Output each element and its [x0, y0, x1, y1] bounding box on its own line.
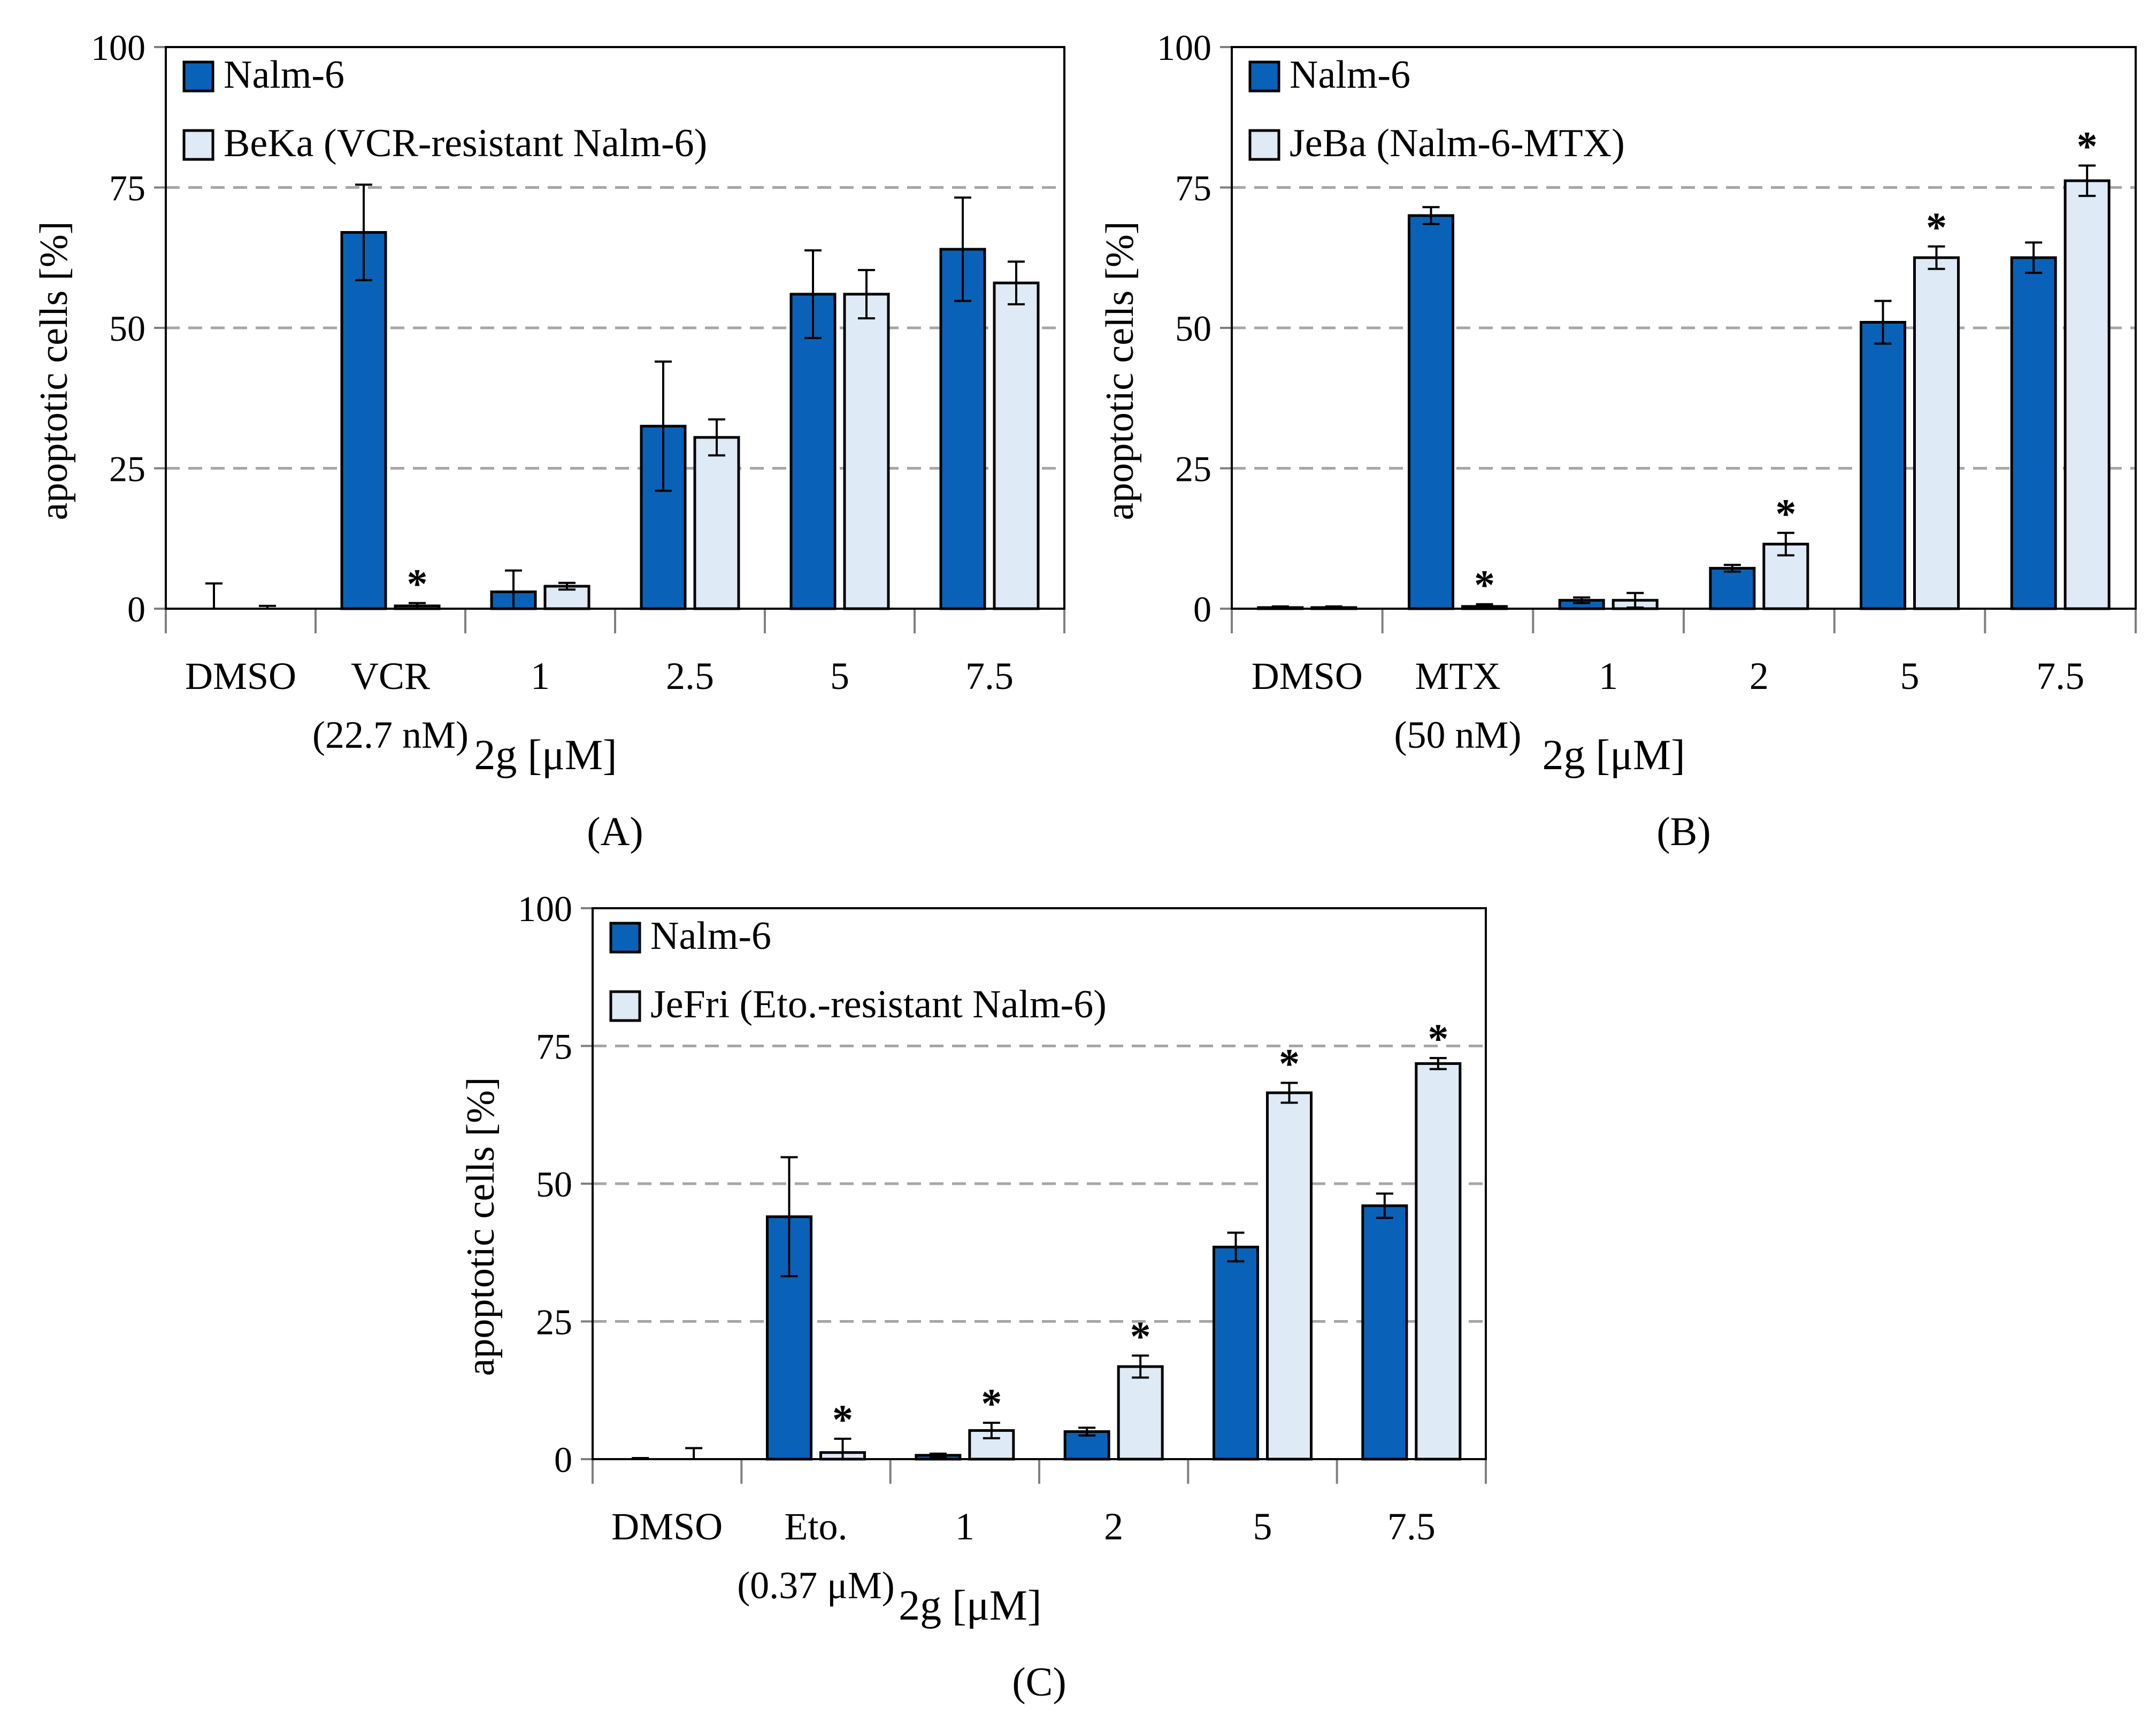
legend-swatch-resistant	[609, 990, 641, 1022]
x-category-label: 1	[531, 655, 550, 697]
y-tick-label: 75	[109, 168, 145, 209]
bar-resistant	[2063, 179, 2111, 610]
bar-nalm6	[939, 248, 986, 610]
y-tick-label: 75	[1175, 168, 1211, 209]
bar-nalm6	[1213, 1245, 1259, 1461]
y-tick-label: 100	[518, 888, 572, 929]
x-category-label: 7.5	[2036, 655, 2084, 697]
legend-label: Nalm-6	[1290, 53, 1410, 97]
legend-swatch-resistant	[182, 129, 214, 161]
x-category-label: 2	[1750, 655, 1769, 697]
y-tick-label: 0	[1193, 589, 1211, 630]
x-category-label: 2	[1104, 1505, 1123, 1548]
bar-nalm6	[340, 231, 387, 610]
bar-resistant	[693, 436, 740, 610]
legend-label: Nalm-6	[224, 53, 344, 97]
x-category-label: 7.5	[965, 655, 1014, 697]
plot-frame	[592, 907, 1487, 1460]
y-tick-label: 25	[109, 449, 145, 489]
y-tick-label: 50	[536, 1164, 572, 1205]
y-tick-label: 100	[91, 27, 145, 68]
significance-asterisk: *	[981, 1380, 1002, 1427]
legend-swatch-nalm6	[1248, 60, 1280, 93]
x-category-label: DMSO	[1252, 655, 1363, 697]
y-axis-title: apoptotic cells [%]	[32, 221, 76, 520]
x-category-label: 2.5	[666, 655, 714, 697]
y-tick-label: 100	[1157, 27, 1211, 68]
significance-asterisk: *	[1279, 1040, 1300, 1087]
significance-asterisk: *	[1474, 562, 1495, 608]
y-tick-label: 50	[109, 308, 145, 349]
x-axis-title: 2g [μM]	[1543, 732, 1685, 779]
significance-asterisk: *	[1130, 1313, 1151, 1359]
bar-resistant	[843, 293, 890, 610]
bar-resistant	[1913, 256, 1960, 610]
y-axis-title: apoptotic cells [%]	[459, 1077, 503, 1376]
y-tick-label: 0	[554, 1439, 572, 1480]
y-tick-label: 75	[536, 1026, 572, 1067]
panel-caption: (B)	[1656, 809, 1710, 854]
x-axis-title: 2g [μM]	[474, 732, 617, 779]
x-category-sublabel: (0.37 μM)	[737, 1564, 895, 1607]
x-axis-title: 2g [μM]	[899, 1582, 1041, 1629]
x-category-label: Eto.	[785, 1505, 848, 1548]
x-category-label: 1	[955, 1505, 975, 1548]
bar-nalm6	[1408, 214, 1454, 610]
legend-label: JeFri (Eto.-resistant Nalm-6)	[650, 983, 1107, 1026]
legend-swatch-nalm6	[609, 922, 641, 954]
x-category-label: 1	[1599, 655, 1618, 697]
significance-asterisk: *	[832, 1396, 853, 1443]
bar-nalm6	[1860, 321, 1906, 610]
legend-label: BeKa (VCR-resistant Nalm-6)	[224, 121, 707, 165]
x-category-label: 5	[1900, 655, 1920, 697]
legend-label: JeBa (Nalm-6-MTX)	[1290, 121, 1625, 165]
x-category-sublabel: (22.7 nM)	[312, 714, 469, 756]
bar-nalm6	[1361, 1204, 1408, 1461]
chart-panel-a: 0 25 50 75 100 * DMSO VCR (22.7 nM) 1 2.5 5 7.5 2g [μ…	[32, 27, 1065, 854]
x-category-label: VCR	[351, 655, 430, 697]
bar-resistant	[1117, 1365, 1164, 1461]
legend-swatch-nalm6	[182, 60, 214, 93]
y-tick-label: 50	[1175, 308, 1211, 349]
significance-asterisk: *	[2077, 123, 2098, 170]
bar-nalm6	[789, 293, 837, 610]
bar-resistant	[1415, 1062, 1462, 1461]
x-category-label: MTX	[1415, 655, 1501, 697]
x-category-sublabel: (50 nM)	[1394, 714, 1522, 756]
panel-caption: (C)	[1012, 1660, 1066, 1705]
panel-caption: (A)	[587, 809, 643, 854]
bar-resistant	[1266, 1091, 1313, 1461]
y-axis-title: apoptotic cells [%]	[1098, 221, 1142, 520]
y-tick-label: 25	[536, 1302, 572, 1343]
significance-asterisk: *	[1926, 204, 1947, 250]
x-category-label: DMSO	[185, 655, 296, 697]
significance-asterisk: *	[1428, 1015, 1448, 1062]
legend-swatch-resistant	[1248, 129, 1280, 161]
y-tick-label: 0	[127, 589, 145, 630]
significance-asterisk: *	[1775, 490, 1796, 536]
bar-resistant	[993, 281, 1040, 610]
x-category-label: 5	[1253, 1505, 1272, 1548]
significance-asterisk: *	[407, 561, 428, 607]
x-category-label: DMSO	[611, 1505, 723, 1548]
bar-nalm6	[1709, 566, 1756, 610]
bar-nalm6	[2010, 256, 2057, 610]
plot-frame	[1231, 46, 2137, 610]
y-tick-label: 25	[1175, 449, 1211, 489]
x-category-label: 7.5	[1387, 1505, 1436, 1548]
x-category-label: 5	[830, 655, 849, 697]
plot-frame	[165, 46, 1065, 610]
legend-label: Nalm-6	[650, 914, 771, 958]
